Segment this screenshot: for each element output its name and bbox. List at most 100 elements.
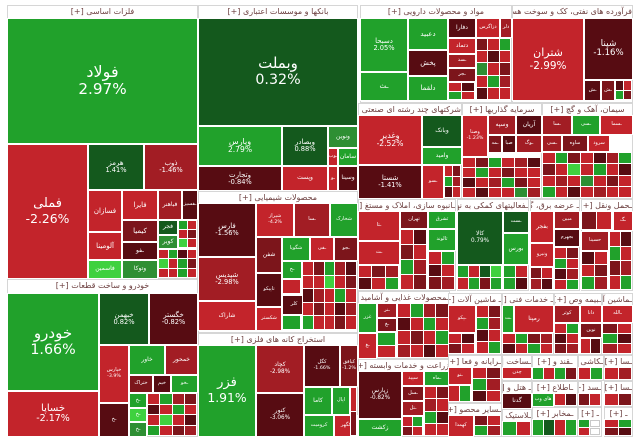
tile-construction-metal[interactable]: چدن xyxy=(503,368,531,378)
tile-basic-metals[interactable] xyxy=(159,250,168,259)
tile-hotels[interactable]: گدنا xyxy=(503,394,531,408)
sector-header-insurance[interactable]: ـبیمه وص [+] xyxy=(555,294,601,306)
tile-misc-a[interactable] xyxy=(605,368,618,379)
tile-cement[interactable] xyxy=(606,164,619,175)
tile-food[interactable] xyxy=(423,304,436,317)
tile-banks[interactable]: ـو xyxy=(329,167,337,190)
tile-agriculture[interactable]: ـتل xyxy=(403,402,423,415)
tile-pharma[interactable] xyxy=(449,91,461,99)
tile-real-estate[interactable] xyxy=(442,277,454,289)
tile-telecom[interactable] xyxy=(555,420,565,435)
tile-machinery[interactable] xyxy=(477,342,488,353)
tile-agriculture[interactable] xyxy=(403,417,412,426)
tile-transport[interactable] xyxy=(582,277,594,289)
tile-electrical-machinery[interactable] xyxy=(617,344,631,353)
tile-pharma[interactable] xyxy=(477,87,488,99)
sector-header-misc-e[interactable]: ـ [+] xyxy=(605,408,632,420)
tile-auto[interactable]: خیم xyxy=(154,376,170,392)
tile-conglomerates[interactable]: وغدیر -2.52% xyxy=(359,116,421,164)
tile-food[interactable] xyxy=(378,333,395,345)
tile-food[interactable] xyxy=(378,345,395,357)
tile-auto[interactable]: خبهمن 0.82% xyxy=(100,294,148,344)
tile-chemicals[interactable] xyxy=(283,316,300,329)
tile-insurance[interactable] xyxy=(555,334,566,343)
tile-real-estate[interactable] xyxy=(442,252,454,264)
tile-machinery[interactable] xyxy=(489,342,500,353)
tile-investments[interactable]: ـوگ xyxy=(517,136,541,152)
tile-cement[interactable] xyxy=(606,186,619,197)
tile-banks[interactable]: ـوب xyxy=(329,149,337,165)
tile-it[interactable] xyxy=(555,394,565,405)
tile-transport[interactable] xyxy=(610,261,620,275)
tile-auto[interactable]: ـخ xyxy=(130,409,146,421)
tile-food[interactable] xyxy=(410,304,423,317)
tile-tech-services[interactable] xyxy=(528,344,540,353)
tile-electrical-machinery[interactable] xyxy=(603,334,617,343)
tile-investments[interactable] xyxy=(502,178,514,187)
tile-agriculture[interactable] xyxy=(437,411,448,423)
tile-agriculture[interactable] xyxy=(437,423,448,435)
tile-computers[interactable] xyxy=(449,386,459,401)
tile-investments[interactable]: وصنا -1.23% xyxy=(463,116,487,156)
tile-pharma[interactable] xyxy=(477,63,488,75)
tile-sugar[interactable] xyxy=(544,368,554,379)
tile-chemicals[interactable] xyxy=(346,316,356,329)
tile-investments[interactable] xyxy=(463,178,475,187)
tile-misc-e[interactable] xyxy=(605,420,618,427)
tile-cement[interactable]: ـسی xyxy=(543,136,561,151)
tile-auto[interactable] xyxy=(148,415,160,425)
tile-cement[interactable] xyxy=(581,175,593,186)
tile-chemicals[interactable] xyxy=(313,262,324,275)
tile-chemicals[interactable] xyxy=(324,275,335,289)
tile-investments[interactable] xyxy=(515,178,527,187)
tile-machinery[interactable] xyxy=(477,318,488,329)
tile-sugar[interactable] xyxy=(566,368,576,379)
tile-utilities[interactable] xyxy=(542,279,552,289)
tile-pharma[interactable] xyxy=(488,87,499,99)
tile-utilities[interactable]: ونیرو xyxy=(531,244,553,266)
tile-food[interactable] xyxy=(398,317,410,330)
tile-chemicals[interactable] xyxy=(303,275,313,289)
tile-chemicals[interactable]: شیراز -4.2% xyxy=(257,204,293,236)
tile-ceramics[interactable] xyxy=(579,368,590,379)
tile-agriculture[interactable]: سپید xyxy=(403,372,423,385)
tile-metal-mining[interactable]: اپال xyxy=(333,388,349,414)
tile-auto[interactable] xyxy=(172,415,184,425)
tile-cement[interactable] xyxy=(543,153,555,164)
tile-basic-metals[interactable] xyxy=(159,268,168,277)
tile-cement[interactable] xyxy=(543,186,555,197)
tile-real-estate[interactable] xyxy=(401,275,413,289)
sector-header-telecom[interactable]: ـمخابر [+] xyxy=(533,408,577,420)
tile-tech-services[interactable] xyxy=(515,334,527,343)
tile-financial-aux[interactable] xyxy=(504,266,515,277)
tile-cement[interactable] xyxy=(619,164,631,175)
tile-oil-products[interactable]: شتران -2.99% xyxy=(513,19,583,100)
tile-agriculture[interactable] xyxy=(413,417,422,426)
tile-auto[interactable] xyxy=(184,425,196,435)
tile-investments[interactable] xyxy=(502,188,514,197)
tile-basic-metals[interactable]: فباهنر xyxy=(159,191,181,219)
tile-conglomerates[interactable] xyxy=(445,187,452,197)
tile-basic-metals[interactable] xyxy=(168,268,177,277)
tile-auto[interactable] xyxy=(148,404,160,414)
sector-header-rubber[interactable]: ـلاستیک [+] xyxy=(503,410,531,422)
tile-auto[interactable]: ـخ xyxy=(130,394,146,407)
tile-misc-b[interactable] xyxy=(579,394,589,405)
sector-header-real-estate[interactable]: ـانبوه سازی، املاک و مستغ [+] xyxy=(359,200,455,212)
tile-agriculture[interactable] xyxy=(413,426,422,435)
tile-banks[interactable]: وبملت 0.32% xyxy=(199,19,357,125)
sector-header-ceramics[interactable]: ـکاشی [+] xyxy=(579,356,603,368)
tile-machinery[interactable]: ـپکو xyxy=(449,306,475,332)
tile-basic-metals[interactable]: فولاد 2.97% xyxy=(8,19,197,143)
tile-basic-metals[interactable] xyxy=(188,221,196,229)
tile-transport[interactable] xyxy=(610,232,620,246)
tile-pharma[interactable]: دتماد xyxy=(449,39,475,53)
tile-telecom[interactable] xyxy=(544,420,554,435)
tile-auto[interactable] xyxy=(184,404,196,414)
tile-machinery[interactable] xyxy=(449,344,461,353)
tile-cement[interactable] xyxy=(619,153,631,164)
tile-chemicals[interactable]: تاپیکو xyxy=(257,274,281,306)
tile-investments[interactable] xyxy=(528,158,540,167)
tile-real-estate[interactable] xyxy=(385,278,398,289)
tile-food[interactable] xyxy=(398,304,410,317)
